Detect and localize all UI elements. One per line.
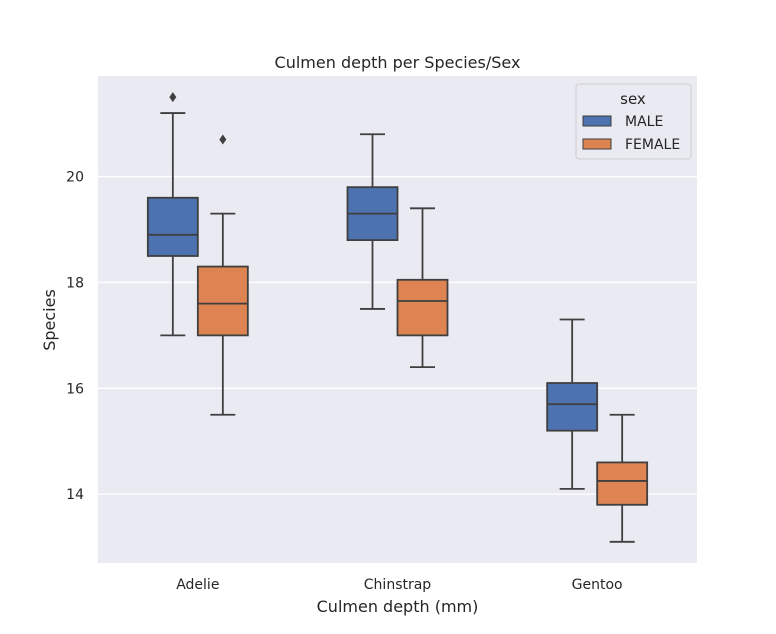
legend-label-female: FEMALE [625,137,680,153]
chart-title: Culmen depth per Species/Sex [275,53,521,72]
box-iqr [196,265,249,337]
box-iqr [596,461,649,506]
box-adelie-female [196,134,249,416]
y-tick-label: 16 [66,381,84,397]
box-chinstrap-male [346,133,399,310]
y-tick-label: 14 [66,487,84,503]
box-iqr [546,382,599,432]
box-gentoo-male [546,318,599,490]
box-adelie-male [146,92,199,337]
x-tick-label: Gentoo [572,577,623,593]
y-ticks: 14 16 18 20 [66,170,84,504]
legend-label-male: MALE [625,114,663,130]
box-groups [146,92,649,543]
legend-title: sex [620,90,646,108]
x-ticks: Adelie Chinstrap Gentoo [176,577,622,593]
box-chinstrap-female [396,207,449,369]
y-tick-label: 18 [66,275,84,291]
x-axis-label: Culmen depth (mm) [317,597,479,616]
legend-swatch-male [582,115,612,127]
box-iqr [146,196,199,257]
x-tick-label: Chinstrap [364,577,432,593]
y-axis-label: Species [40,289,59,351]
y-tick-label: 20 [66,170,84,186]
box-iqr [396,278,449,337]
x-tick-label: Adelie [176,577,219,593]
legend-swatch-female [582,138,612,150]
outlier-point [219,134,227,145]
outlier-point [169,92,177,103]
box-gentoo-female [596,413,649,543]
legend: sex MALE FEMALE [575,83,692,160]
